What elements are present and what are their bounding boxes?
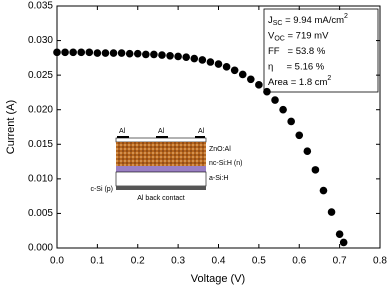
data-point [174,52,182,61]
annotation-symbol: FF [268,46,280,57]
annotation: η = 5.16 % [268,61,325,72]
layer-label: nc-Si:H (n) [209,160,242,167]
annotation: JSC = 9.94 mA/cm2 [268,13,348,27]
a-si-layer [116,166,206,172]
x-tick-label: 0.3 [171,256,185,267]
data-point [335,230,344,238]
annotation-text: = 1.8 cm [288,77,327,88]
data-point [255,81,263,89]
y-tick-label: 0.025 [28,70,53,81]
y-tick-label: 0.010 [28,173,53,184]
data-point [182,53,190,61]
annotation-text: = 719 mV [285,30,329,41]
annotation-text: = 53.8 % [280,46,326,57]
annotation: VOC = 719 mV [268,30,329,42]
contact [156,136,168,138]
y-tick-label: 0.015 [28,139,53,150]
layer-label: ZnO:Al [209,146,231,153]
nc-si-layer [116,142,206,166]
y-tick-label: 0.030 [28,35,53,46]
y-tick-label: 0.020 [28,104,53,115]
x-tick-label: 0.6 [292,256,306,267]
data-point [263,87,271,96]
x-tick-label: 0.1 [90,256,104,267]
c-si-substrate [115,171,207,187]
data-point [158,51,166,59]
annotation-sub: SC [273,20,283,27]
data-point [150,50,158,59]
annotation-text: = 5.16 % [273,61,325,72]
data-point [85,48,94,57]
annotation-sup: 2 [327,75,331,82]
data-point [198,56,207,64]
data-point [247,75,255,84]
data-point [311,166,320,174]
x-tick-label: 0.2 [131,256,145,267]
data-point [287,117,295,126]
y-tick-label: 0.005 [28,208,53,219]
annotation-frame [263,8,379,93]
annotation-sub: OC [274,35,285,42]
data-point [61,48,69,57]
annotation: FF = 53.8 % [268,46,326,57]
back-contact [116,186,206,190]
data-point [93,49,102,57]
back-label: Al back contact [137,195,185,202]
x-axis-label: Voltage (V) [191,273,245,285]
zno-layer [115,137,207,143]
data-point [303,147,312,155]
data-point [279,105,287,114]
data-point [69,48,77,57]
data-point [101,49,110,57]
data-point [222,63,231,71]
data-point [230,66,239,75]
data-point [125,49,134,58]
data-point [190,54,199,63]
y-axis-label: Current (A) [5,100,17,154]
data-point [142,50,150,59]
data-point [295,131,304,140]
data-point [319,186,328,195]
annotation-symbol: η [268,61,273,72]
data-point [53,48,61,57]
data-point [109,49,118,57]
x-tick-label: 0.7 [333,256,347,267]
annotation-sup: 2 [344,13,348,20]
x-tick-label: 0.4 [212,256,226,267]
annotation-symbol: V [268,30,275,41]
data-point [214,60,223,68]
annotation: Area = 1.8 cm2 [268,75,331,88]
contact-label: Al [158,128,165,135]
data-point [206,58,215,66]
contact-label: Al [119,128,126,135]
contact [195,136,205,138]
data-point [117,49,126,57]
data-point [339,238,348,247]
contact-label: Al [198,128,205,135]
annotation-text: = 9.94 mA/cm [282,15,344,26]
data-point [238,70,247,79]
annotation-symbol: Area [268,77,289,88]
x-tick-label: 0.0 [50,256,64,267]
annotation-symbol: J [268,15,273,26]
device-inset: Al Al Al ZnO:Al nc-Si:H (n) a-Si:H c-Si … [90,128,242,202]
data-point [327,208,336,216]
data-point [77,48,86,57]
layer-label: a-Si:H [209,175,228,182]
data-point [271,96,279,104]
x-tick-label: 0.8 [373,256,387,267]
x-tick-label: 0.5 [252,256,266,267]
substrate-label: c-Si (p) [90,186,113,193]
y-tick-label: 0.035 [28,1,53,12]
contact [117,136,129,138]
y-tick-label: 0.000 [28,243,53,254]
data-point [133,49,142,58]
data-point [166,51,174,60]
